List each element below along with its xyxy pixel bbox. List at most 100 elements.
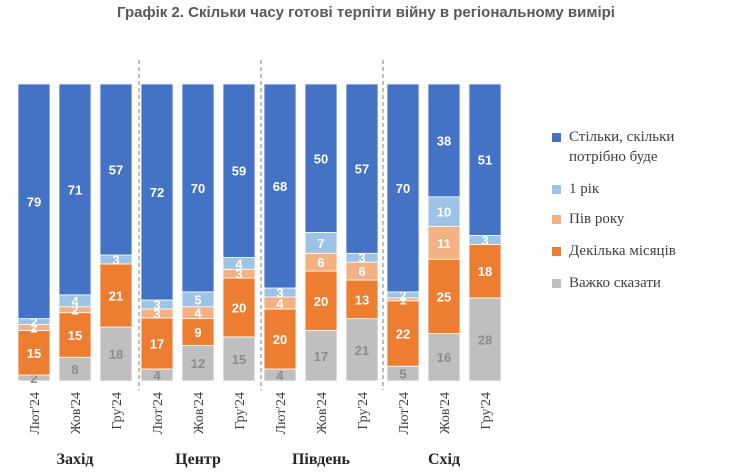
data-label: 8 [71,362,78,377]
x-tick-label: Жов'24 [315,392,330,434]
data-label: 11 [437,236,451,251]
x-tick-label: Жов'24 [438,392,453,434]
data-label: 3 [112,253,119,268]
bar-segment [263,83,297,289]
data-label: 28 [478,332,492,347]
x-tick-label: Лют'24 [151,392,166,434]
x-tick-label: Гру'24 [110,392,125,430]
x-tick-label: Лют'24 [274,392,289,434]
group-label: Схід [428,451,460,468]
bar-segment [386,300,420,367]
legend-item: Декілька місяців [552,241,730,261]
data-label: 68 [273,179,287,194]
bar-segment [427,333,461,382]
data-label: 57 [109,163,123,178]
data-label: 3 [276,286,283,301]
data-label: 4 [276,368,284,383]
data-label: 25 [437,289,451,304]
data-label: 70 [191,181,205,196]
legend-item: 1 рік [552,179,730,199]
bar-segment [427,196,461,227]
data-label: 71 [68,182,82,197]
data-label: 20 [232,300,246,315]
bar-segment [181,83,215,293]
x-tick-label: Гру'24 [479,392,494,430]
data-label: 3 [153,298,160,313]
x-tick-label: Гру'24 [356,392,371,430]
data-label: 18 [478,264,492,279]
group-label: Захід [57,451,94,468]
x-tick-label: Жов'24 [69,392,84,434]
data-label: 15 [68,328,82,343]
bar-segment [58,312,92,358]
chart-title: Графік 2. Скільки часу готові терпіти ві… [117,4,615,21]
data-label: 16 [437,350,451,365]
data-label: 21 [109,289,123,304]
data-label: 4 [153,368,161,383]
x-tick-label: Лют'24 [28,392,43,434]
data-label: 3 [153,307,160,322]
data-label: 57 [355,162,369,177]
bar-segment [17,83,51,320]
x-tick-label: Жов'24 [192,392,207,434]
bar-segment [304,83,338,233]
data-label: 2 [30,315,37,330]
legend-swatch [552,215,561,224]
data-label: 2 [399,288,406,303]
bar-segment [99,263,133,328]
data-label: 5 [399,367,406,382]
data-label: 59 [232,164,246,179]
chart-legend: Стільки, скільки потрібно буде 1 рік Пів р… [552,127,730,293]
data-label: 9 [194,325,201,340]
data-label: 17 [314,349,328,364]
data-label: 17 [150,337,164,352]
legend-label: 1 рік [569,181,600,197]
data-label: 3 [481,233,488,248]
bar-segment [345,318,379,382]
group-label: Центр [175,451,221,468]
bar-segment [304,330,338,382]
bar-segment [140,317,174,370]
data-label: 4 [276,296,284,311]
data-label: 20 [273,332,287,347]
bar-segment [181,318,215,346]
data-label: 70 [396,181,410,196]
bar-segment [222,83,256,258]
data-label: 21 [355,343,369,358]
data-label: 7 [317,236,324,251]
legend-item: Стільки, скільки потрібно буде [552,127,730,167]
legend-swatch [552,133,561,142]
data-label: 1 [399,292,406,307]
data-label: 4 [71,294,79,309]
data-label: 38 [437,133,451,148]
bar-segment [263,308,297,370]
bar-segment [17,330,51,376]
data-label: 5 [194,292,201,307]
bar-segment [99,326,133,382]
bar-segment [99,83,133,256]
data-label: 6 [358,264,365,279]
data-label: 20 [314,294,328,309]
bar-segment [140,83,174,301]
data-label: 13 [355,292,369,307]
data-label: 6 [317,255,324,270]
data-label: 72 [150,185,164,200]
legend-item: Пів року [552,209,730,229]
data-label: 50 [314,151,328,166]
data-label: 4 [194,306,202,321]
data-label: 3 [358,251,365,266]
bar-segment [181,344,215,382]
legend-label: Стільки, скільки потрібно буде [569,129,675,165]
data-label: 22 [396,326,410,341]
legend-swatch [552,247,561,256]
data-label: 2 [30,371,37,386]
data-label: 18 [109,347,123,362]
group-label: Південь [292,451,351,468]
bar-segment [345,83,379,254]
bar-segment [58,83,92,296]
bar-segment [468,243,502,299]
bar-segment [427,258,461,334]
bar-segment [222,277,256,338]
legend-label: Пів року [569,211,625,227]
